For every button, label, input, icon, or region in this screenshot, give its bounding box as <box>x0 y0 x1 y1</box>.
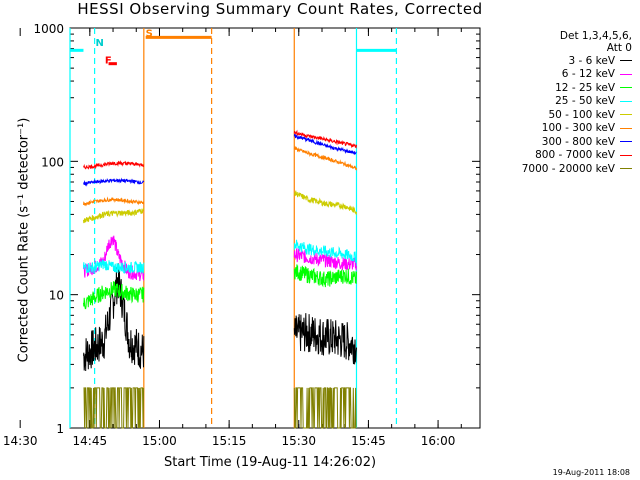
legend-header-line1: Det 1,3,4,5,6, <box>559 30 632 42</box>
legend-entry-label: 12 - 25 keV <box>555 81 615 94</box>
legend-entry-label: 50 - 100 keV <box>548 108 615 121</box>
legend: Det 1,3,4,5,6, Att 0 3 - 6 keV 6 - 12 keV… <box>480 30 632 176</box>
x-axis-label: Start Time (19-Aug-11 14:26:02) <box>163 455 377 470</box>
series-line-4-seg2 <box>293 239 357 263</box>
legend-entry: 300 - 800 keV <box>480 135 632 149</box>
legend-entry-swatch <box>620 87 632 89</box>
legend-entry-swatch <box>620 114 632 116</box>
legend-entry: 3 - 6 keV <box>480 54 632 68</box>
x-tick-label: 16:00 <box>421 434 456 448</box>
legend-entry-swatch <box>620 60 632 62</box>
legend-entry: 50 - 100 keV <box>480 108 632 122</box>
series-line-2-seg2 <box>293 247 357 271</box>
series-line-8-seg1 <box>83 160 145 170</box>
y-axis-label: Corrected Count Rate (s⁻¹ detector⁻¹) <box>16 117 32 363</box>
series-line-9-seg2 <box>293 387 357 429</box>
legend-entry-label: 300 - 800 keV <box>541 135 615 148</box>
legend-entry: 100 - 300 keV <box>480 122 632 136</box>
y-tick-label: 1 <box>56 422 64 436</box>
legend-entry-label: 800 - 7000 keV <box>535 149 615 162</box>
legend-entry-swatch <box>620 127 632 129</box>
x-tick-label: 15:00 <box>142 434 177 448</box>
series-line-9-seg1 <box>83 387 145 429</box>
series-line-8-seg2 <box>293 129 357 149</box>
annotation-s: S <box>146 29 153 40</box>
y-tick-label: 100 <box>41 155 64 169</box>
series-line-6-seg2 <box>293 145 357 171</box>
series-line-5-seg2 <box>294 190 357 216</box>
legend-entry: 12 - 25 keV <box>480 81 632 95</box>
x-tick-label: 14:30 <box>3 434 38 448</box>
annotation-f: F <box>105 56 112 67</box>
plot-frame <box>69 27 481 429</box>
timestamp: 19-Aug-2011 18:08 <box>552 468 630 477</box>
legend-entry-swatch <box>620 154 632 156</box>
series-line-3-seg2 <box>293 264 357 288</box>
chart-title: HESSI Observing Summary Count Rates, Cor… <box>77 0 483 18</box>
series-line-3-seg1 <box>83 281 145 310</box>
series-line-2-seg1 <box>83 235 145 282</box>
series-line-5-seg1 <box>83 207 145 224</box>
series-line-7-seg1 <box>83 177 145 187</box>
legend-entry-label: 6 - 12 keV <box>561 68 615 81</box>
legend-header-line2: Att 0 <box>606 42 632 54</box>
x-tick-label: 15:45 <box>351 434 386 448</box>
x-tick-label: 15:15 <box>212 434 247 448</box>
series-line-1-seg1 <box>83 263 145 372</box>
legend-entry-label: 25 - 50 keV <box>555 95 615 108</box>
legend-entry: 7000 - 20000 keV <box>480 162 632 176</box>
series-line-1-seg2 <box>293 313 357 365</box>
legend-entry-label: 100 - 300 keV <box>541 122 615 135</box>
x-tick-label: 15:30 <box>281 434 316 448</box>
y-tick-label: 10 <box>49 289 64 303</box>
legend-entry-swatch <box>620 73 632 75</box>
series-line-6-seg1 <box>83 196 145 207</box>
legend-entry: 25 - 50 keV <box>480 95 632 109</box>
annotation-n: N <box>96 38 104 49</box>
legend-entry-label: 3 - 6 keV <box>568 54 615 67</box>
legend-entry: 6 - 12 keV <box>480 68 632 82</box>
x-tick-label: 14:45 <box>73 434 108 448</box>
legend-entry-swatch <box>620 168 632 170</box>
legend-entry: 800 - 7000 keV <box>480 149 632 163</box>
series-line-4-seg1 <box>83 259 145 274</box>
series-line-7-seg2 <box>293 133 357 156</box>
legend-entry-label: 7000 - 20000 keV <box>521 162 615 175</box>
legend-entry-swatch <box>620 141 632 143</box>
y-tick-label: 1000 <box>33 22 64 36</box>
legend-entry-swatch <box>620 100 632 102</box>
